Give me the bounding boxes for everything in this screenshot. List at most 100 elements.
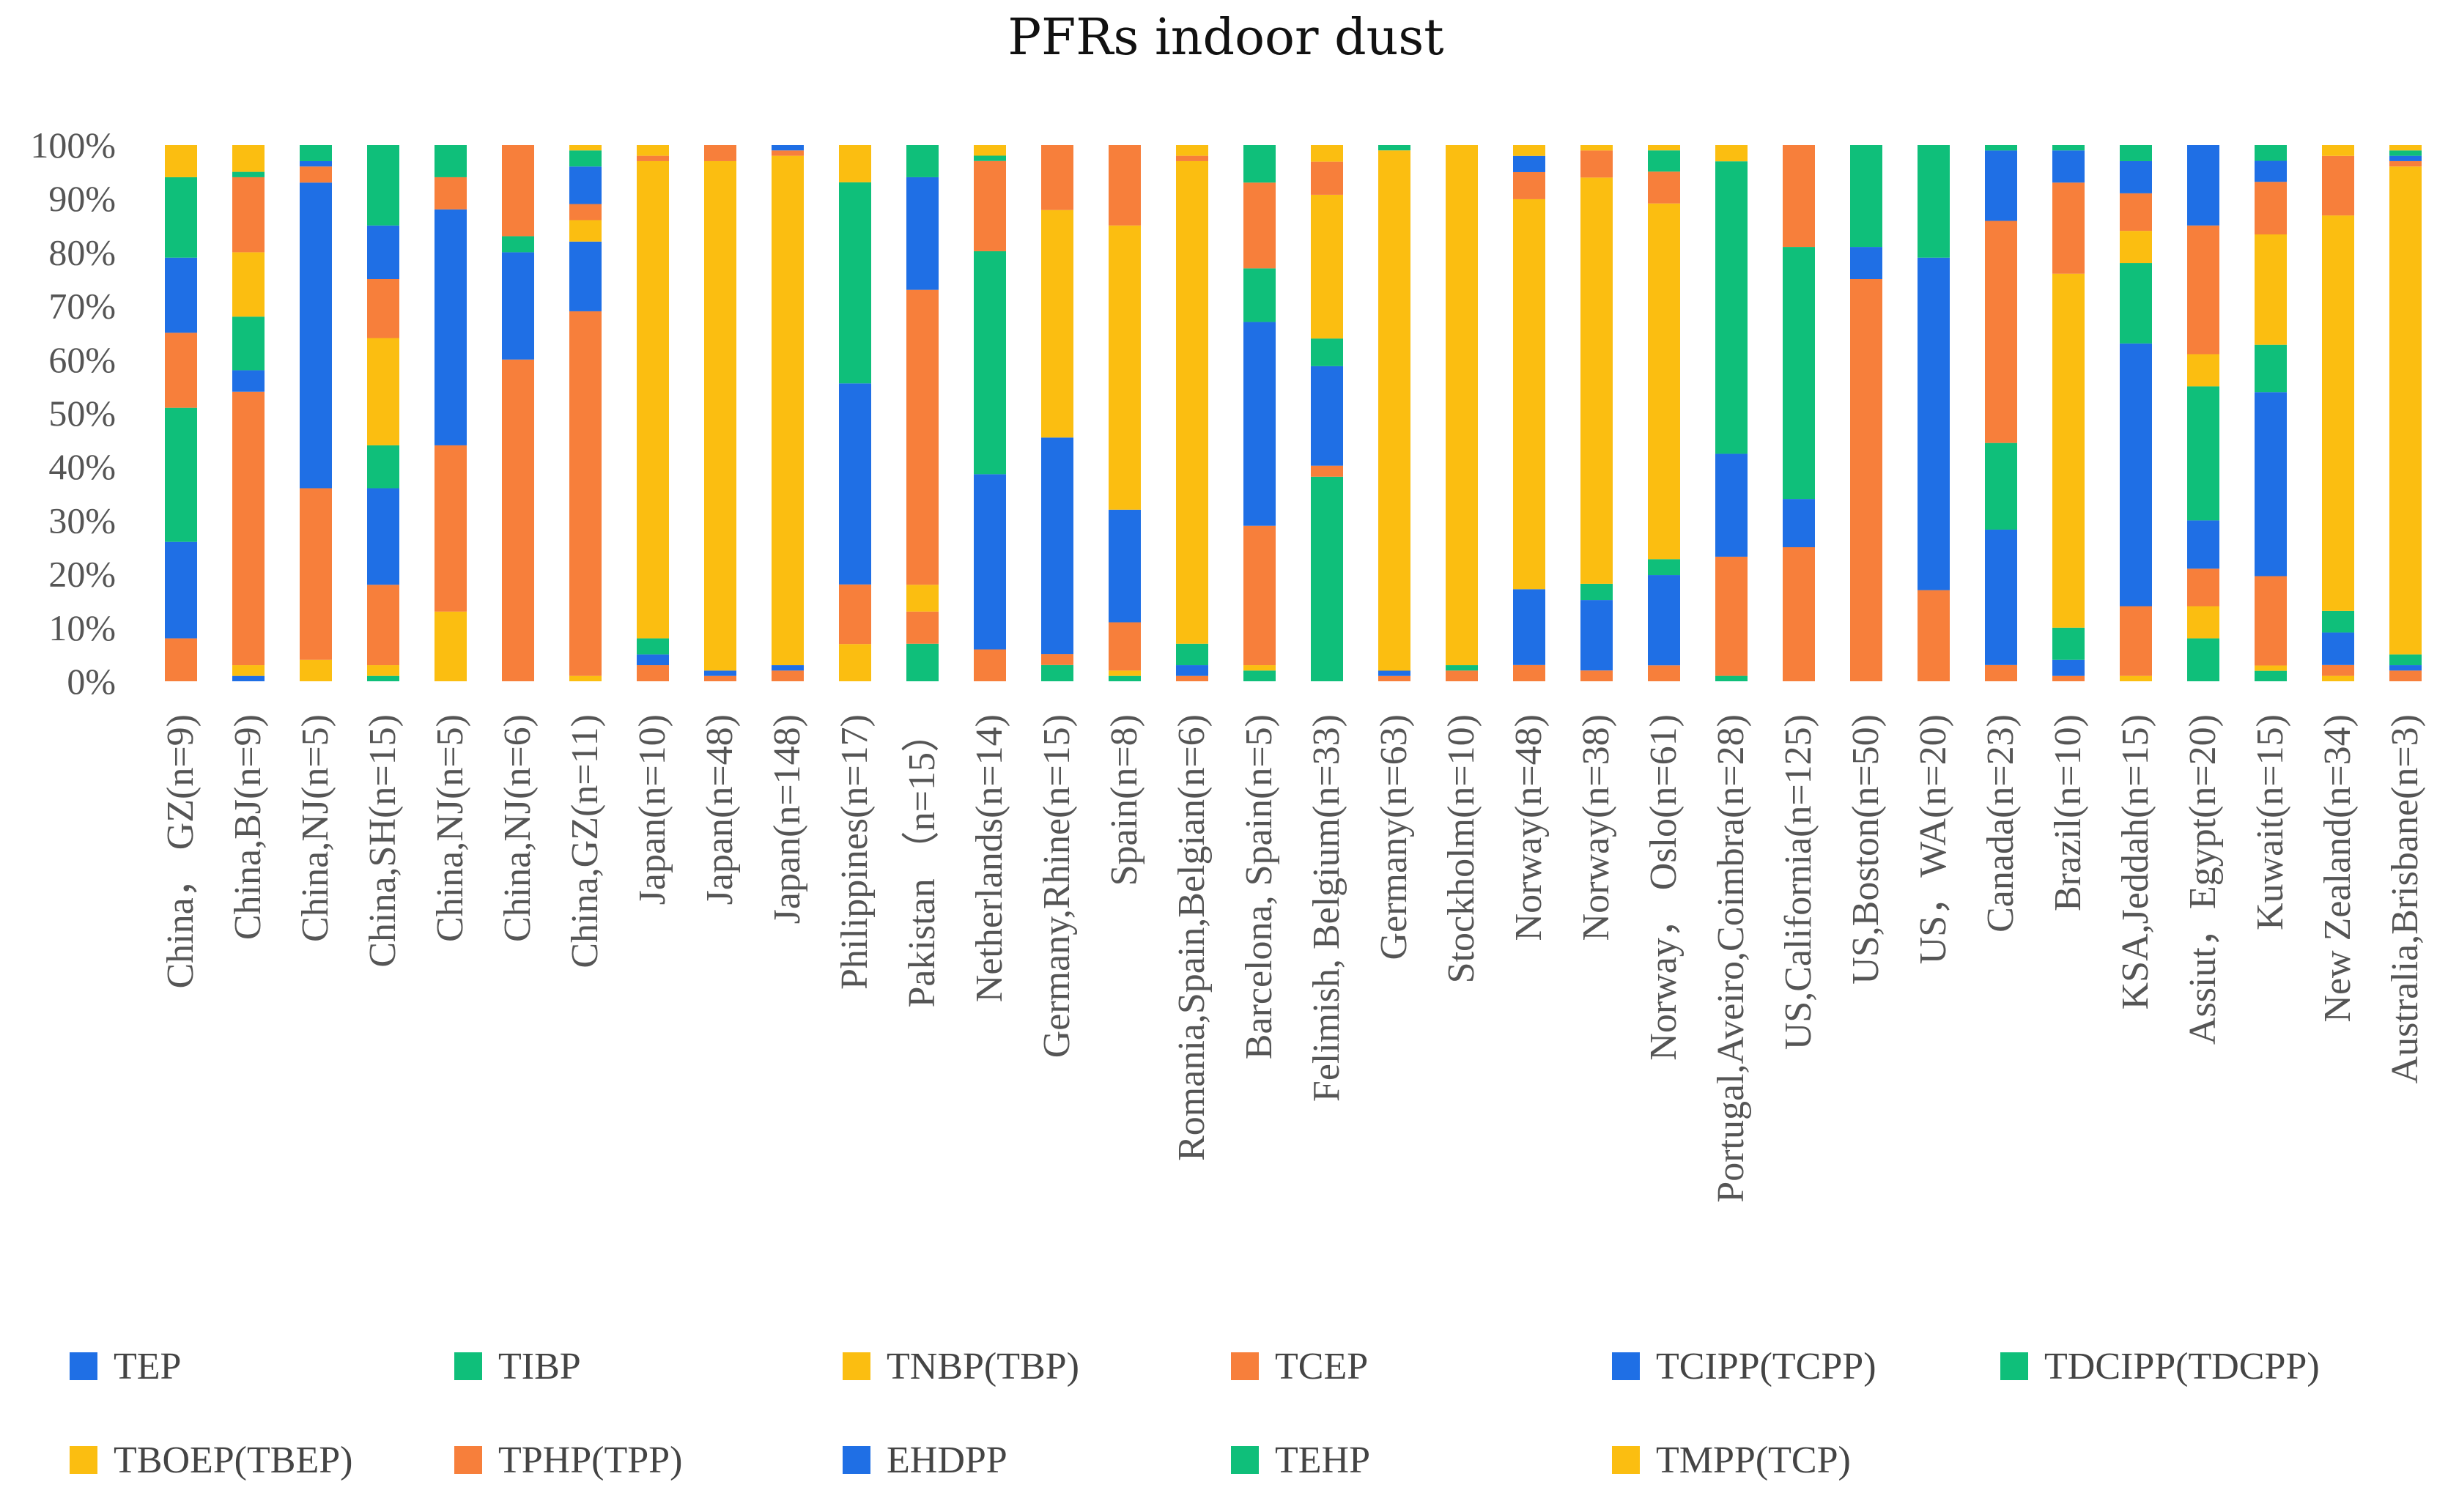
bar-stack — [704, 145, 736, 681]
bar-segment — [974, 251, 1006, 475]
bar-segment — [165, 407, 197, 542]
legend-item: TDCIPP(TDCPP) — [2000, 1346, 2320, 1387]
bar-segment — [2187, 638, 2219, 681]
bar-segment — [2052, 675, 2085, 681]
bar-segment — [300, 145, 332, 161]
x-tick-label: New Zealand(n=34) — [2317, 714, 2359, 1023]
bar-segment — [1918, 590, 1950, 681]
bar-segment — [2322, 664, 2354, 676]
bar-segment — [367, 675, 399, 681]
bar-stack — [300, 145, 332, 681]
bar-segment — [1850, 279, 1882, 681]
bar-segment — [1311, 145, 1343, 162]
bar-segment — [569, 204, 602, 220]
bar-segment — [2255, 392, 2287, 577]
legend-label: TNBP(TBP) — [887, 1346, 1079, 1387]
legend-item: TEHP — [1231, 1439, 1370, 1481]
bar-segment — [1648, 203, 1680, 560]
bar-segment — [367, 585, 399, 666]
bar-stack — [906, 145, 939, 681]
bar-segment — [165, 333, 197, 408]
bar-stack — [772, 145, 804, 681]
bar-stack — [637, 145, 669, 681]
legend-swatch — [1231, 1352, 1259, 1380]
x-tick-label: Japan(n=10) — [632, 714, 673, 905]
bar-segment — [569, 150, 602, 167]
legend-label: TPHP(TPP) — [498, 1439, 682, 1481]
bar-segment — [1985, 442, 2017, 530]
bar-segment — [2052, 182, 2085, 274]
bar-segment — [434, 145, 467, 177]
bar-segment — [1041, 437, 1073, 655]
bar-segment — [2120, 145, 2152, 161]
bar-stack — [1783, 145, 1815, 681]
bar-segment — [1378, 145, 1410, 151]
bar-segment — [1918, 145, 1950, 258]
bar-segment — [1109, 225, 1141, 510]
x-tick-label: US,Boston(n=50) — [1845, 714, 1887, 985]
bar-segment — [2187, 520, 2219, 569]
bar-segment — [1985, 664, 2017, 681]
bar-segment — [2187, 354, 2219, 387]
bar-segment — [502, 252, 534, 360]
legend-swatch — [1612, 1352, 1640, 1380]
bar-segment — [232, 145, 265, 172]
bar-stack — [1041, 145, 1073, 681]
bar-segment — [367, 445, 399, 489]
bar-segment — [1580, 177, 1613, 584]
bar-segment — [232, 391, 265, 666]
x-axis: China， GZ(n=9) China,BJ(n=9) China,NJ(n=5)… — [160, 714, 2426, 1203]
bar-segment — [1109, 145, 1141, 226]
bar-segment — [2389, 665, 2422, 671]
legend-item: TMPP(TCP) — [1612, 1439, 1851, 1481]
y-tick-label: 80% — [48, 231, 116, 273]
bar-stack — [502, 145, 534, 681]
bar-segment — [2052, 273, 2085, 628]
bar-segment — [1648, 559, 1680, 576]
bar-segment — [974, 155, 1006, 161]
bar-segment — [1041, 664, 1073, 681]
bar-segment — [1513, 155, 1545, 172]
bar-segment — [2255, 182, 2287, 234]
bar-stack — [1311, 145, 1343, 681]
bar-segment — [1109, 675, 1141, 681]
bar-segment — [502, 359, 534, 681]
legend-swatch — [843, 1352, 870, 1380]
bar-segment — [2187, 145, 2219, 226]
bar-segment — [1648, 665, 1680, 681]
y-tick-label: 0% — [67, 661, 116, 702]
bar-segment — [637, 160, 669, 639]
bar-segment — [2389, 150, 2422, 156]
bar-segment — [906, 643, 939, 681]
bar-segment — [232, 675, 265, 681]
bar-segment — [1311, 338, 1343, 366]
legend-label: TCEP — [1275, 1346, 1368, 1387]
bar-segment — [1243, 322, 1276, 526]
x-tick-label: Barcelona, Spain(n=5) — [1238, 714, 1280, 1059]
bar-segment — [637, 638, 669, 655]
bar-segment — [704, 145, 736, 161]
bar-segment — [2187, 225, 2219, 355]
bar-stack — [2255, 145, 2287, 681]
bar-stack — [1243, 145, 1276, 681]
bar-segment — [2187, 568, 2219, 607]
x-tick-label: Assiut，Egypt(n=20) — [2182, 714, 2224, 1045]
legend-label: TIBP — [498, 1346, 581, 1387]
bar-stack — [974, 145, 1006, 681]
bar-segment — [1176, 160, 1208, 644]
bar-segment — [165, 257, 197, 333]
bar-stack — [1513, 145, 1545, 681]
bar-segment — [2255, 160, 2287, 182]
bar-segment — [2322, 675, 2354, 681]
x-tick-label: China,GZ(n=11) — [564, 714, 606, 968]
bar-segment — [1176, 675, 1208, 681]
bar-segment — [1176, 643, 1208, 666]
x-tick-label: China,NJ(n=5) — [429, 714, 471, 942]
bar-segment — [569, 241, 602, 311]
bar-segment — [1311, 161, 1343, 195]
bar-segment — [2120, 193, 2152, 231]
bar-segment — [1041, 145, 1073, 210]
x-tick-label: Netherlands(n=14) — [969, 714, 1010, 1002]
bar-segment — [2322, 145, 2354, 156]
